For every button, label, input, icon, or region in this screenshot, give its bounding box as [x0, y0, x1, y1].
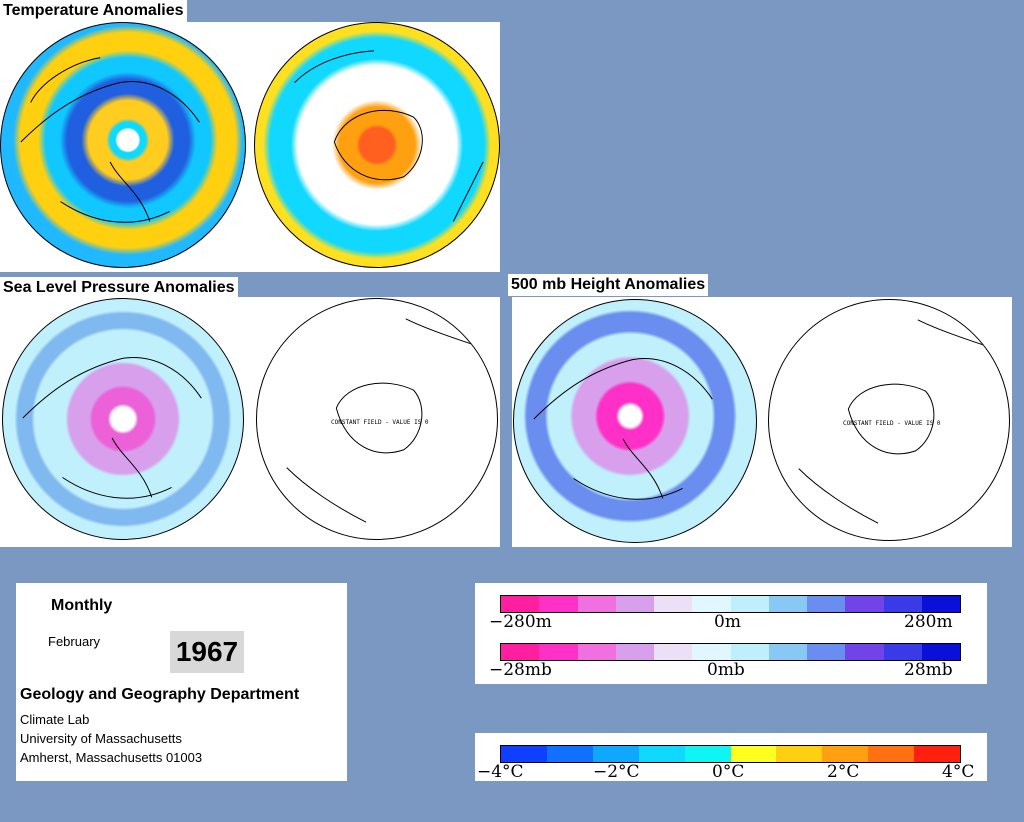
slp-panel: CONSTANT FIELD - VALUE IS 0	[0, 297, 500, 547]
height-scale-swatch-3	[615, 596, 654, 612]
pressure-scale-swatch-11	[921, 644, 960, 660]
height-constant-field-label: CONSTANT FIELD - VALUE IS 0	[843, 420, 941, 427]
department-label: Geology and Geography Department	[20, 686, 300, 703]
pressure-scale-swatch-5	[692, 644, 731, 660]
pressure-color-scale	[500, 643, 961, 661]
temperature-tick-2: 2°C	[827, 762, 860, 782]
height-scale-swatch-7	[768, 596, 807, 612]
pressure-scale-swatch-6	[730, 644, 769, 660]
info-box: Monthly February 1967 Geology and Geogra…	[16, 583, 347, 781]
temperature-scale-swatch-9	[914, 746, 961, 762]
temperature-north-coastlines	[20, 57, 200, 223]
temperature-scale-swatch-1	[546, 746, 593, 762]
height-north-hemisphere-map	[513, 299, 757, 543]
pressure-scale-swatch-7	[768, 644, 807, 660]
height-scale-swatch-9	[845, 596, 884, 612]
temperature-scale-swatch-6	[776, 746, 823, 762]
height-color-scale	[500, 595, 961, 613]
university-label: University of Massachusetts	[20, 731, 182, 746]
temperature-panel	[0, 22, 500, 272]
height-scale-swatch-11	[921, 596, 960, 612]
height-south-hemisphere-map: CONSTANT FIELD - VALUE IS 0	[768, 299, 1010, 541]
address-label: Amherst, Massachusetts 01003	[20, 750, 203, 765]
height-mid-label: 0m	[714, 612, 741, 632]
height-north-coastlines	[533, 358, 713, 500]
temperature-scale-swatch-5	[730, 746, 777, 762]
period-label: Monthly	[51, 597, 113, 614]
temperature-scale-swatch-2	[592, 746, 639, 762]
temperature-scale-swatch-4	[684, 746, 731, 762]
temperature-scale-swatch-0	[501, 746, 547, 762]
pressure-min-label: −28mb	[489, 660, 552, 680]
climate-lab-label: Climate Lab	[20, 712, 90, 727]
temperature-south-hemisphere-map	[254, 22, 500, 268]
temperature-color-scale	[500, 745, 961, 763]
height-scale-swatch-1	[539, 596, 578, 612]
pressure-max-label: 28mb	[904, 660, 953, 680]
pressure-scale-swatch-1	[539, 644, 578, 660]
temperature-south-coastlines	[294, 50, 484, 222]
height-pressure-legend: −280m 0m 280m −28mb 0mb 28mb	[475, 583, 987, 684]
temperature-north-hemisphere-map	[0, 22, 246, 268]
temperature-tick-neg2: −2°C	[593, 762, 640, 782]
temperature-tick-neg4: −4°C	[477, 762, 524, 782]
slp-constant-field-label: CONSTANT FIELD - VALUE IS 0	[331, 419, 429, 426]
height-south-coastlines	[798, 319, 998, 524]
height-scale-swatch-5	[692, 596, 731, 612]
slp-anomalies-title: Sea Level Pressure Anomalies	[0, 277, 238, 299]
height-scale-swatch-0	[501, 596, 540, 612]
pressure-scale-swatch-8	[807, 644, 846, 660]
pressure-scale-swatch-0	[501, 644, 540, 660]
slp-north-hemisphere-map	[2, 298, 244, 540]
height-panel: CONSTANT FIELD - VALUE IS 0	[512, 297, 1012, 547]
temperature-scale-swatch-8	[868, 746, 915, 762]
height-scale-swatch-6	[730, 596, 769, 612]
temperature-scale-swatch-7	[822, 746, 869, 762]
pressure-scale-swatch-10	[883, 644, 922, 660]
temperature-scale-swatch-3	[638, 746, 685, 762]
pressure-scale-swatch-4	[654, 644, 693, 660]
temperature-tick-0: 0°C	[712, 762, 745, 782]
height-scale-swatch-8	[807, 596, 846, 612]
height-scale-swatch-10	[883, 596, 922, 612]
height-min-label: −280m	[489, 612, 552, 632]
height-max-label: 280m	[904, 612, 953, 632]
slp-south-hemisphere-map: CONSTANT FIELD - VALUE IS 0	[256, 298, 498, 540]
height-scale-swatch-2	[577, 596, 616, 612]
height-scale-swatch-4	[654, 596, 693, 612]
pressure-scale-swatch-3	[615, 644, 654, 660]
pressure-scale-swatch-2	[577, 644, 616, 660]
month-label: February	[48, 634, 101, 649]
temperature-legend: −4°C −2°C 0°C 2°C 4°C	[475, 733, 987, 782]
pressure-scale-swatch-9	[845, 644, 884, 660]
slp-north-coastlines	[22, 357, 202, 499]
temperature-anomalies-title: Temperature Anomalies	[0, 0, 187, 22]
height-anomalies-title: 500 mb Height Anomalies	[508, 274, 709, 296]
slp-south-coastlines	[286, 318, 486, 523]
year-label: 1967	[170, 631, 244, 673]
pressure-mid-label: 0mb	[707, 660, 745, 680]
temperature-tick-4: 4°C	[942, 762, 975, 782]
